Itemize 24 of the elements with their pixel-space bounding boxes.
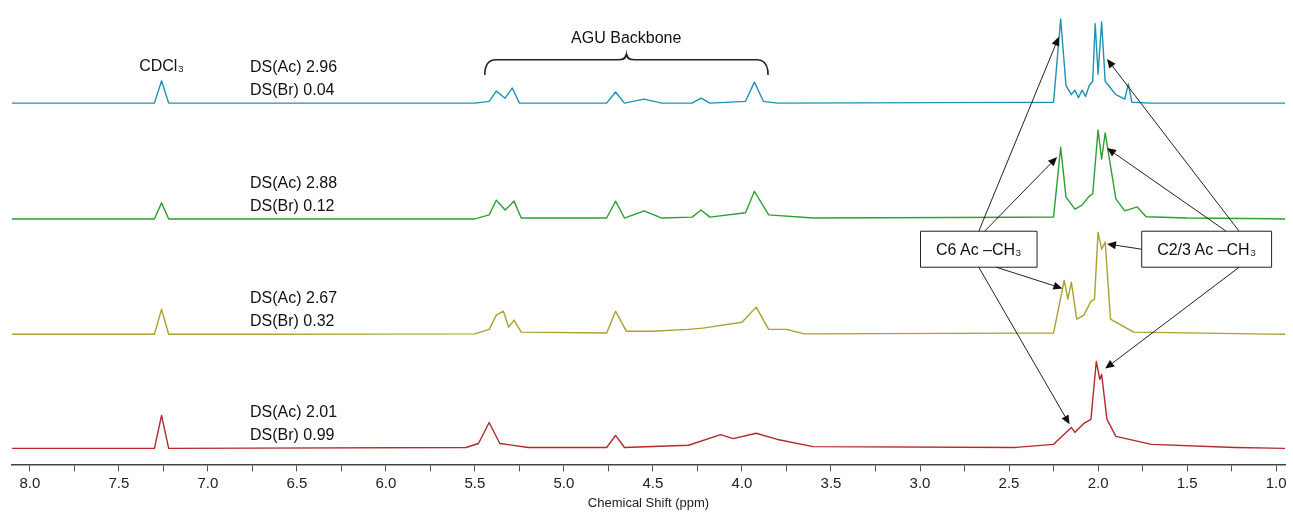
x-tick-label: 8.0 xyxy=(19,473,41,491)
x-tick-label: 7.5 xyxy=(108,473,130,491)
x-tick-label: 6.5 xyxy=(286,473,308,491)
x-tick-label: 2.5 xyxy=(998,473,1020,491)
x-tick-label: 3.5 xyxy=(820,473,842,491)
annotation: C2/3 Ac –CH₃ xyxy=(1157,241,1257,259)
series-label: DS(Ac) 2.88 DS(Br) 0.12 xyxy=(250,173,338,214)
annotation: CDCl₃ xyxy=(139,56,184,74)
annotation: C6 Ac –CH₃ xyxy=(935,241,1022,259)
x-tick-label: 5.0 xyxy=(553,473,575,491)
x-tick-label: 6.0 xyxy=(375,473,397,491)
series-label: DS(Ac) 2.96 DS(Br) 0.04 xyxy=(250,58,338,99)
x-tick-label: 4.5 xyxy=(642,473,664,491)
series-label: DS(Ac) 2.01 DS(Br) 0.99 xyxy=(250,403,338,444)
x-axis-title: Chemical Shift (ppm) xyxy=(587,494,710,510)
x-tick-label: 5.5 xyxy=(464,473,486,491)
x-tick-label: 7.0 xyxy=(197,473,219,491)
series-label: DS(Ac) 2.67 DS(Br) 0.32 xyxy=(250,289,338,330)
x-tick-label: 4.0 xyxy=(731,473,753,491)
x-tick-label: 3.0 xyxy=(909,473,931,491)
x-tick-label: 2.0 xyxy=(1087,473,1109,491)
annotation: AGU Backbone xyxy=(571,29,682,47)
x-tick-label: 1.5 xyxy=(1176,473,1198,491)
x-tick-label: 1.0 xyxy=(1265,473,1287,491)
